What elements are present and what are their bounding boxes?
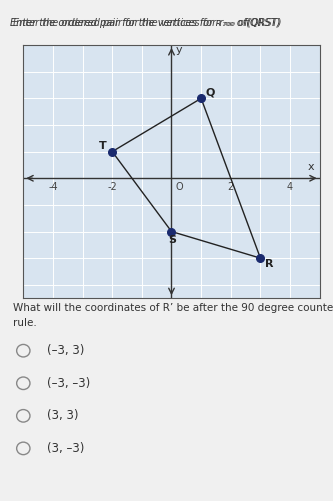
Text: (–3, 3): (–3, 3): [47, 344, 84, 357]
Text: x: x: [308, 162, 314, 172]
Text: What will the coordinates of R’ be after the 90 degree counte: What will the coordinates of R’ be after…: [13, 303, 333, 313]
Text: Enter the ordered pair for the vertices for r₇₀₀ of(QRST): Enter the ordered pair for the vertices …: [13, 18, 282, 28]
Text: 4: 4: [287, 182, 293, 192]
Text: Q: Q: [205, 88, 215, 98]
Text: Enter the ordered pair for the vertices for ʀ₇₀₀ of(QRST): Enter the ordered pair for the vertices …: [10, 18, 280, 28]
Text: S: S: [168, 235, 176, 245]
Text: rule.: rule.: [13, 318, 37, 328]
Text: (–3, –3): (–3, –3): [47, 377, 90, 390]
Text: (3, 3): (3, 3): [47, 409, 78, 422]
Text: R: R: [265, 260, 273, 270]
Text: T: T: [99, 141, 107, 151]
Text: -4: -4: [48, 182, 58, 192]
Text: y: y: [176, 45, 182, 55]
Text: O: O: [175, 182, 183, 192]
Text: -2: -2: [107, 182, 117, 192]
Text: 2: 2: [228, 182, 234, 192]
Text: (3, –3): (3, –3): [47, 442, 84, 455]
